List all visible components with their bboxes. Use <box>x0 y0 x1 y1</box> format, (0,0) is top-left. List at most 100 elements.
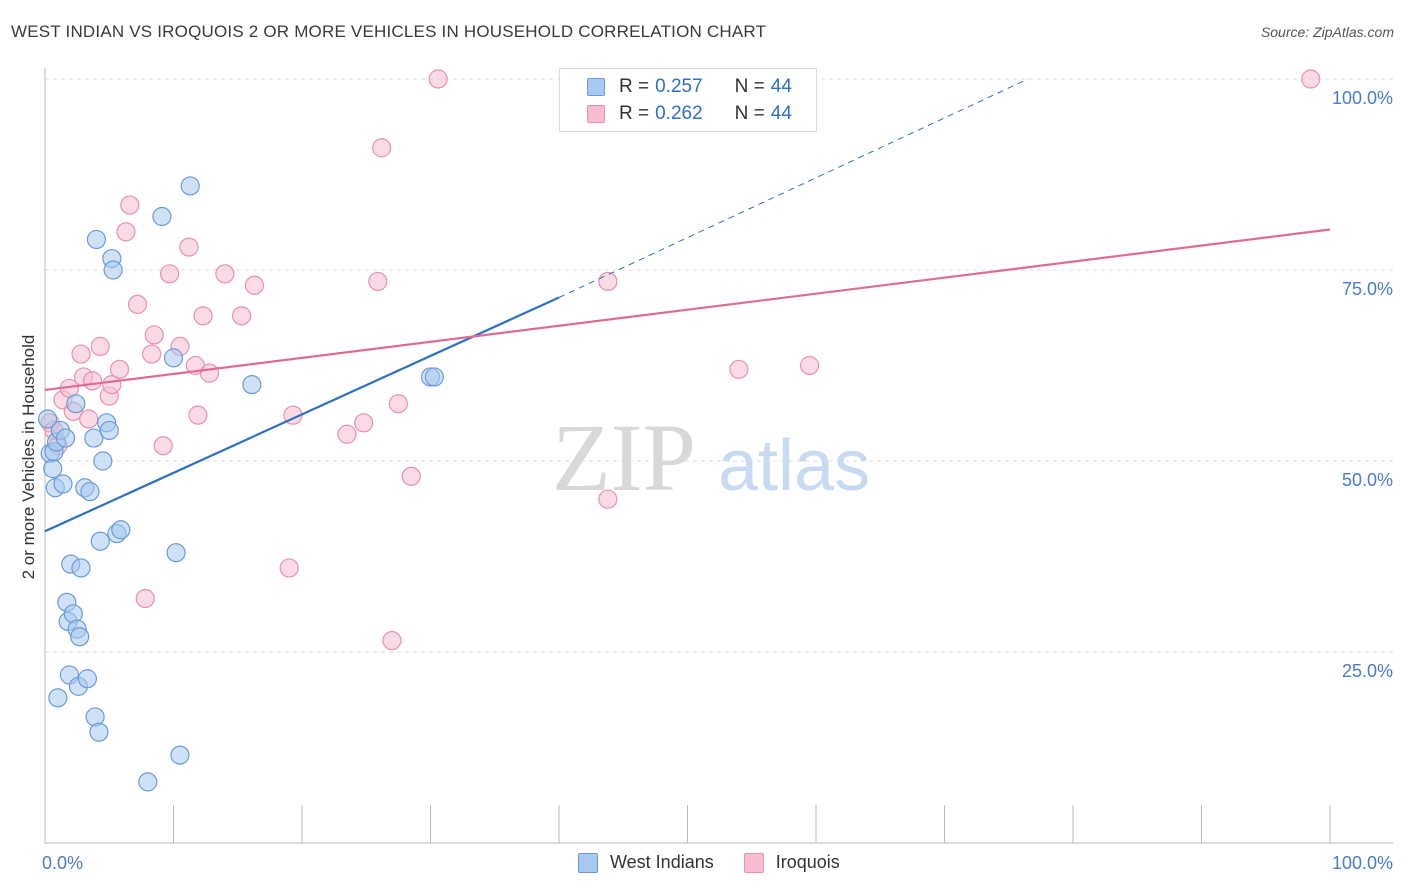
stats-legend: R = 0.257 N = 44 R = 0.262 N = 44 <box>559 68 817 132</box>
west-indians-point <box>48 688 68 708</box>
west-indians-point <box>242 375 262 395</box>
west-indians-point <box>84 428 104 448</box>
r-label: R = <box>619 76 650 97</box>
iroquois-point <box>135 588 155 609</box>
west-indians-point <box>77 669 98 689</box>
iroquois-points <box>40 69 1321 651</box>
iroquois-point <box>215 264 235 284</box>
iroquois-point <box>71 344 91 364</box>
iroquois-point <box>116 222 136 242</box>
iroquois-point <box>368 271 388 292</box>
iroquois-point <box>388 394 408 414</box>
iroquois-swatch <box>587 105 605 123</box>
y-tick-label: 50.0% <box>1342 470 1393 490</box>
west-indians-point <box>424 367 444 387</box>
legend-row-iroquois: R = 0.262 N = 44 <box>587 101 792 127</box>
west-indians-point <box>99 420 119 441</box>
r-label: R = <box>619 103 650 124</box>
n-label: N = <box>734 76 765 97</box>
y-tick-label: 75.0% <box>1342 279 1393 299</box>
west-indians-point <box>166 543 186 563</box>
n-label: N = <box>734 103 765 124</box>
west-indians-trend-extension <box>558 78 1029 298</box>
legend-item-iroquois: Iroquois <box>743 852 840 873</box>
west-indians-swatch <box>578 852 598 873</box>
iroquois-point <box>232 306 252 326</box>
legend-row-west-indians: R = 0.257 N = 44 <box>587 74 792 100</box>
west-indians-points <box>37 176 444 792</box>
iroquois-point <box>428 69 448 89</box>
west-indians-swatch <box>587 78 605 96</box>
iroquois-point <box>120 195 140 215</box>
iroquois-point <box>799 355 820 376</box>
watermark-atlas: atlas <box>718 426 870 506</box>
iroquois-point <box>188 405 208 425</box>
series-legend: West Indians Iroquois <box>578 852 870 873</box>
iroquois-point <box>90 336 110 356</box>
iroquois-trend-line <box>44 228 1331 392</box>
west-indians-point <box>152 206 172 227</box>
iroquois-point <box>193 306 213 326</box>
chart-title: WEST INDIAN VS IROQUOIS 2 OR MORE VEHICL… <box>11 22 767 41</box>
source-label: Source: ZipAtlas.com <box>1260 24 1394 40</box>
west-indians-point <box>80 481 100 502</box>
iroquois-point <box>354 413 374 433</box>
legend-label: West Indians <box>610 852 714 872</box>
x-tick-label: 100.0% <box>1332 853 1393 873</box>
legend-label: Iroquois <box>775 852 840 872</box>
iroquois-point <box>144 325 164 345</box>
iroquois-point <box>109 359 130 379</box>
iroquois-point <box>82 371 103 391</box>
west-indians-point <box>71 558 91 578</box>
west-indians-point <box>180 176 200 196</box>
iroquois-point <box>1301 69 1321 89</box>
iroquois-point <box>372 138 392 158</box>
west-indians-point <box>138 772 158 792</box>
legend-item-west-indians: West Indians <box>578 852 714 873</box>
iroquois-point <box>153 436 173 456</box>
west-indians-trend-line <box>44 296 560 533</box>
y-tick-label: 100.0% <box>1332 88 1393 108</box>
iroquois-point <box>729 359 749 379</box>
iroquois-point <box>127 294 148 314</box>
west-indians-point <box>37 409 58 429</box>
west-indians-point <box>163 348 184 368</box>
y-axis-label: 2 or more Vehicles in Household <box>19 335 38 580</box>
west-indians-point <box>111 520 131 540</box>
west-indians-point <box>53 474 73 494</box>
iroquois-point <box>401 466 421 486</box>
west-indians-point <box>66 394 86 414</box>
n-value: 44 <box>770 103 792 124</box>
iroquois-point <box>598 489 618 509</box>
watermark: ZIP atlas <box>552 404 870 511</box>
iroquois-point <box>598 271 618 292</box>
r-value: 0.257 <box>655 76 703 97</box>
n-value: 44 <box>770 76 792 97</box>
watermark-zip: ZIP <box>552 404 696 511</box>
iroquois-point <box>79 409 99 429</box>
iroquois-point <box>382 630 402 651</box>
y-tick-label: 25.0% <box>1342 661 1393 681</box>
west-indians-point <box>55 428 76 448</box>
x-tick-label: 0.0% <box>42 853 83 873</box>
west-indians-point <box>43 459 63 479</box>
west-indians-point <box>90 531 110 551</box>
iroquois-swatch <box>743 852 764 873</box>
iroquois-point <box>179 237 199 257</box>
west-indians-point <box>70 627 90 647</box>
tick-labels: 25.0% 50.0% 75.0% 100.0% 0.0% 100.0% <box>42 88 1393 873</box>
iroquois-point <box>142 344 162 364</box>
west-indians-point <box>170 745 190 765</box>
west-indians-point <box>89 722 109 742</box>
west-indians-point <box>86 229 107 250</box>
west-indians-point <box>103 260 123 280</box>
iroquois-point <box>244 275 265 295</box>
iroquois-point <box>160 264 180 284</box>
west-indians-point <box>93 451 113 471</box>
iroquois-point <box>199 363 220 383</box>
r-value: 0.262 <box>655 103 703 124</box>
iroquois-point <box>279 558 299 578</box>
iroquois-point <box>337 424 357 444</box>
trend-lines <box>44 78 1331 533</box>
